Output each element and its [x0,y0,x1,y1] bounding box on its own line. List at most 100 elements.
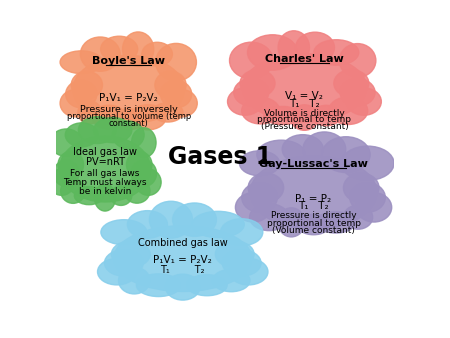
Ellipse shape [334,70,369,97]
Ellipse shape [149,201,193,238]
Ellipse shape [131,160,157,187]
Ellipse shape [220,219,263,246]
Text: (Volume constant): (Volume constant) [272,226,355,235]
Ellipse shape [153,103,183,122]
Ellipse shape [135,169,161,195]
Ellipse shape [192,211,244,238]
Circle shape [193,150,216,174]
Ellipse shape [187,275,227,296]
Ellipse shape [101,36,138,62]
Ellipse shape [249,204,288,231]
Circle shape [194,193,208,206]
Ellipse shape [343,205,373,229]
Ellipse shape [110,186,132,206]
Text: T₁        T₂: T₁ T₂ [161,265,205,275]
Ellipse shape [250,156,377,230]
Ellipse shape [248,35,297,70]
Ellipse shape [136,274,180,296]
Ellipse shape [311,105,341,126]
Ellipse shape [242,97,279,124]
Text: For all gas laws: For all gas laws [70,169,140,177]
Text: constant): constant) [109,119,148,128]
Circle shape [205,203,217,216]
Ellipse shape [126,151,152,178]
Ellipse shape [257,140,306,169]
Ellipse shape [166,90,197,117]
Ellipse shape [59,136,151,202]
Text: (Pressure constant): (Pressure constant) [261,122,348,131]
Ellipse shape [222,250,261,276]
Ellipse shape [339,44,376,77]
Ellipse shape [112,109,145,130]
Text: T₁   T₂: T₁ T₂ [298,201,329,211]
Text: Pressure is directly: Pressure is directly [271,211,356,220]
Ellipse shape [303,132,346,167]
Ellipse shape [296,32,334,63]
Ellipse shape [58,151,84,178]
Ellipse shape [156,43,197,81]
Ellipse shape [112,241,150,267]
Circle shape [212,116,238,141]
Text: PV=nRT: PV=nRT [86,157,125,167]
Ellipse shape [118,267,150,294]
Ellipse shape [248,173,284,202]
Circle shape [212,139,239,166]
Ellipse shape [113,226,252,291]
Text: proportional to temp: proportional to temp [266,219,360,227]
Ellipse shape [71,71,103,99]
Ellipse shape [112,121,144,149]
Ellipse shape [101,220,147,245]
Ellipse shape [78,117,116,144]
Ellipse shape [130,105,166,130]
Ellipse shape [73,55,184,124]
Ellipse shape [322,137,370,172]
Ellipse shape [235,193,271,222]
Ellipse shape [228,88,262,115]
Text: be in kelvin: be in kelvin [79,188,131,196]
Circle shape [221,159,242,179]
Ellipse shape [212,269,250,292]
Ellipse shape [314,40,359,65]
Ellipse shape [341,146,394,180]
Ellipse shape [122,32,154,67]
Text: P₁ = P₂: P₁ = P₂ [296,194,332,204]
Ellipse shape [104,250,143,276]
Ellipse shape [278,31,310,64]
Ellipse shape [350,183,385,212]
Ellipse shape [155,71,186,99]
Ellipse shape [66,80,97,108]
Ellipse shape [282,135,324,164]
Text: V₁ = V₂: V₁ = V₂ [285,91,324,101]
Circle shape [221,97,243,119]
Ellipse shape [356,193,392,222]
Ellipse shape [239,151,279,176]
Text: Volume is directly: Volume is directly [264,109,345,118]
Ellipse shape [65,123,98,147]
Ellipse shape [242,183,277,212]
Ellipse shape [173,203,216,236]
Text: Pressure is inversely: Pressure is inversely [80,105,178,114]
Ellipse shape [61,178,86,203]
Ellipse shape [74,187,104,205]
Text: Charles' Law: Charles' Law [265,54,344,64]
Ellipse shape [54,160,79,187]
Ellipse shape [94,184,116,211]
Ellipse shape [264,106,302,125]
Ellipse shape [340,79,375,106]
Circle shape [200,177,216,194]
Text: P₁V₁ = P₂V₂: P₁V₁ = P₂V₂ [153,255,212,265]
Ellipse shape [131,128,156,158]
Ellipse shape [230,42,273,79]
Circle shape [188,166,208,186]
Ellipse shape [166,274,200,300]
Circle shape [193,96,216,120]
Ellipse shape [229,259,268,285]
Text: proportional to temp: proportional to temp [257,116,351,124]
Ellipse shape [278,208,305,237]
Ellipse shape [81,37,120,71]
Ellipse shape [328,97,368,124]
Ellipse shape [142,42,172,66]
Ellipse shape [346,88,381,115]
Ellipse shape [316,212,356,233]
Circle shape [205,95,232,122]
